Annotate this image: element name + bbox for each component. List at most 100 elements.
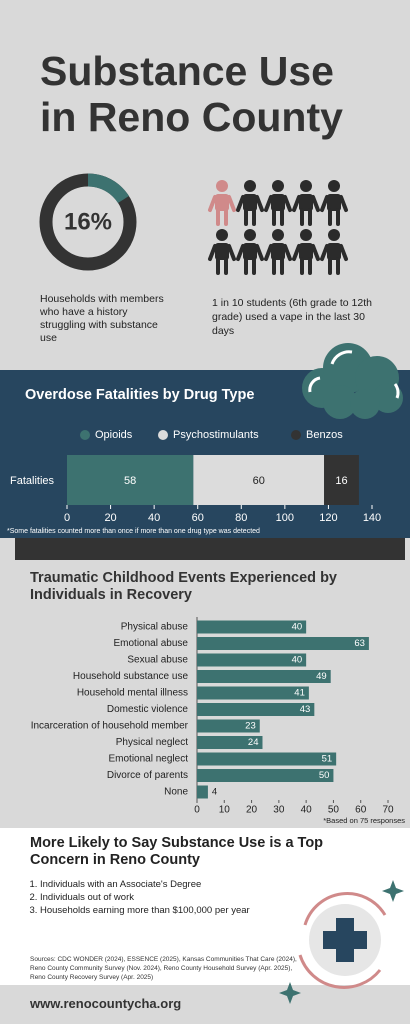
head [300,180,312,192]
value-label: 41 [294,688,305,699]
x-tick-label: 60 [355,805,367,816]
x-tick-label: 70 [382,805,394,816]
category-label: Emotional abuse [114,638,189,649]
head [216,180,228,192]
legend-label: Opioids [95,429,133,441]
legend-label: Benzos [306,429,343,441]
x-tick-label: 0 [194,805,200,816]
person-icon [320,180,348,226]
bar [197,620,307,634]
value-label: 40 [292,622,303,633]
legend-label: Psychostimulants [173,429,259,441]
head [216,229,228,241]
divider-band [15,538,405,560]
head [244,229,256,241]
x-tick-label: 50 [328,805,340,816]
torso [215,243,229,260]
limbs [320,244,348,275]
bar [197,637,369,650]
head [328,229,340,241]
person-icon [292,229,320,275]
x-tick-label: 30 [273,805,285,816]
value-label: 58 [124,475,136,487]
person-icon [264,180,292,226]
category-label: Physical abuse [121,622,189,633]
person-icon [208,229,236,275]
legend-swatch [80,430,90,440]
chart-title: Overdose Fatalities by Drug Type [25,387,255,403]
value-label: 60 [253,475,265,487]
category-label: Emotional neglect [109,754,189,765]
title: Substance Use in Reno County [40,48,343,140]
category-label: Household mental illness [77,688,188,699]
person-icon [292,180,320,226]
bar [197,736,263,749]
limbs [236,195,264,226]
person-icon [236,180,264,226]
value-label: 40 [292,655,303,666]
bar-segment [67,455,194,505]
x-tick-label: 20 [246,805,258,816]
torso [327,194,341,211]
category-label: Domestic violence [107,704,189,715]
torso [271,243,285,260]
donut-label: 16% [64,208,112,235]
households-text: Households with members who have a histo… [40,293,164,344]
bar [197,785,208,799]
x-tick-label: 10 [219,805,231,816]
chart-title: Traumatic Childhood Events Experienced b… [30,570,337,603]
category-label: Divorce of parents [107,770,188,781]
x-tick-label: 80 [235,512,247,524]
value-label: 16 [335,475,347,487]
x-tick-label: 60 [192,512,204,524]
value-label: 4 [212,787,217,798]
category-label: Household substance use [73,671,189,682]
head [244,180,256,192]
x-tick-label: 0 [64,512,70,524]
torso [299,194,313,211]
website: www.renocountycha.org [30,996,182,1011]
value-label: 43 [300,704,311,715]
bar [197,752,337,766]
vape-text: 1 in 10 students (6th grade to 12th grad… [212,297,372,337]
person-icon [264,229,292,275]
legend-swatch [158,430,168,440]
value-label: 23 [245,721,256,732]
bar [197,769,334,782]
category-label: Sexual abuse [127,655,188,666]
value-label: 24 [248,737,259,748]
limbs [264,244,292,275]
donut-arc [87,173,129,204]
bar [197,653,307,667]
chart-note: *Based on 75 responses [323,816,405,825]
person-icon [320,229,348,275]
torso [215,194,229,211]
head [328,180,340,192]
head [272,180,284,192]
bar-segment [193,455,325,505]
x-tick-label: 120 [319,512,337,524]
concern-title: More Likely to Say Substance Use is a To… [30,835,324,868]
x-tick-label: 40 [148,512,160,524]
limbs [292,195,320,226]
chart-note: *Some fatalities counted more than once … [7,528,260,535]
bar-segment [324,455,359,505]
category-label: Fatalities [10,475,55,487]
value-label: 63 [354,638,365,649]
concern-item: Individuals with an Associate's Degree [40,878,250,891]
value-label: 51 [322,754,333,765]
limbs [264,195,292,226]
torso [243,194,257,211]
limbs [292,244,320,275]
torso [299,243,313,260]
value-label: 49 [316,671,327,682]
torso [243,243,257,260]
category-label: None [164,787,188,798]
category-label: Incarceration of household member [31,721,189,732]
head [300,229,312,241]
x-tick-label: 40 [301,805,313,816]
concern-item: Households earning more than $100,000 pe… [40,904,250,917]
bar [197,686,309,700]
bar [197,670,331,683]
